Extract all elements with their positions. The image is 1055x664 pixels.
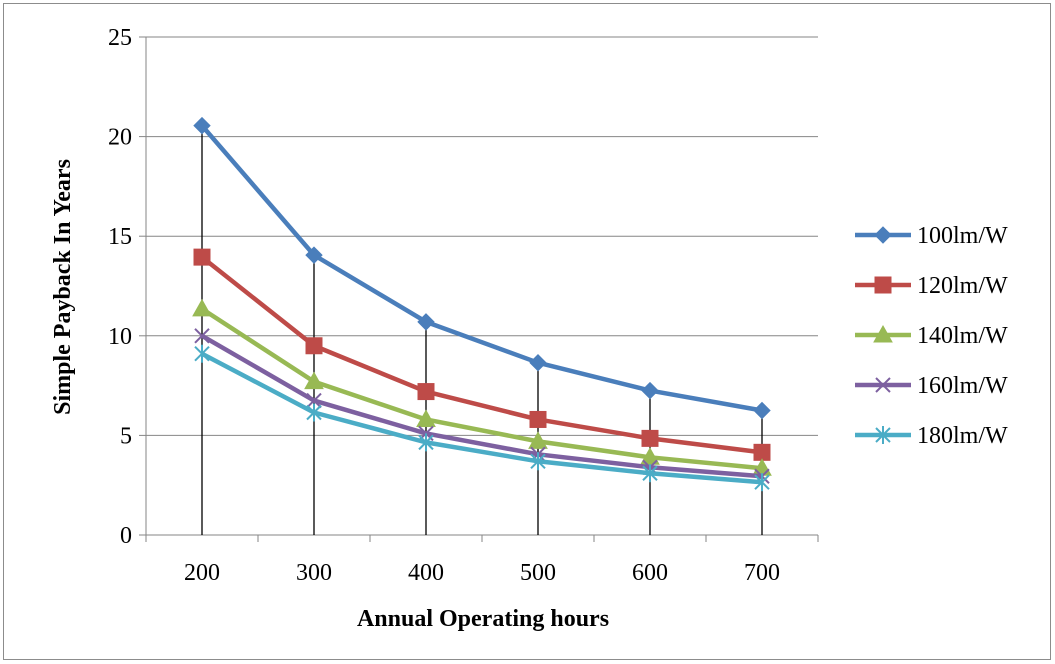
data-point: [192, 298, 212, 317]
tick-labels: 0 5 10 15 20 25 200 300 400 500 600 700: [108, 25, 780, 586]
legend-marker: [875, 426, 891, 444]
legend-marker: [873, 324, 893, 343]
y-tick-label: 5: [120, 423, 132, 449]
legend-label: 100lm/W: [917, 223, 1008, 249]
data-point: [642, 464, 658, 483]
marker-stroke: [306, 392, 322, 409]
data-point: [194, 328, 210, 344]
series-140lm/W: [192, 298, 772, 476]
y-tick-label: 20: [108, 125, 132, 151]
legend-label: 180lm/W: [917, 423, 1008, 449]
series-group: [192, 116, 772, 492]
y-tick-label: 25: [108, 25, 132, 51]
data-point: [194, 344, 210, 363]
series-line: [200, 351, 763, 485]
legend: 100lm/W 120lm/W 140lm/W 160lm/W 180lm/W: [855, 223, 1008, 449]
legend-item: 100lm/W: [855, 223, 1008, 249]
data-point: [641, 429, 659, 447]
data-point: [417, 383, 435, 401]
chart-frame: [3, 3, 1051, 660]
series-line: [200, 333, 763, 479]
legend-label: 160lm/W: [917, 373, 1008, 399]
legend-item: 160lm/W: [855, 373, 1008, 399]
legend-marker: [874, 226, 892, 244]
x-tick-label: 600: [632, 560, 668, 586]
data-point: [417, 313, 435, 331]
series-180lm/W: [194, 344, 770, 492]
data-point: [754, 473, 770, 492]
data-point: [753, 443, 771, 461]
data-point: [529, 410, 547, 428]
data-point: [305, 337, 323, 355]
data-point: [753, 401, 771, 420]
data-point: [416, 409, 436, 427]
y-tick-label: 0: [120, 523, 132, 549]
marker-stroke: [194, 328, 210, 344]
x-tick-label: 400: [408, 560, 444, 586]
marker-stroke: [875, 377, 891, 393]
data-point: [193, 116, 211, 135]
legend-label: 140lm/W: [917, 323, 1008, 349]
series-line: [200, 255, 763, 455]
legend-item: 140lm/W: [855, 323, 1008, 349]
y-tick-label: 15: [108, 224, 132, 250]
x-axis-title: Annual Operating hours: [357, 606, 609, 632]
data-point: [304, 371, 324, 390]
gridlines: [146, 36, 818, 436]
data-point: [528, 431, 548, 449]
data-point: [530, 452, 546, 471]
data-point: [306, 403, 322, 422]
legend-label: 120lm/W: [917, 273, 1008, 299]
x-tick-label: 700: [744, 560, 780, 586]
series-120lm/W: [193, 248, 771, 461]
y-axis-title: Simple Payback In Years: [50, 159, 76, 415]
data-point: [306, 392, 322, 409]
x-tick-label: 500: [520, 560, 556, 586]
legend-marker: [875, 377, 891, 393]
legend-item: 180lm/W: [855, 423, 1008, 449]
data-point: [305, 246, 323, 264]
y-tick-label: 10: [108, 324, 132, 350]
series-line: [200, 124, 763, 413]
legend-item: 120lm/W: [855, 273, 1008, 299]
data-point: [641, 381, 659, 400]
legend-marker: [874, 276, 892, 294]
x-tick-label: 200: [184, 560, 220, 586]
data-point: [193, 248, 211, 266]
series-line: [200, 307, 763, 471]
data-point: [418, 433, 434, 452]
axes: [139, 36, 819, 542]
series-100lm/W: [193, 116, 771, 420]
x-tick-label: 300: [296, 560, 332, 586]
data-point: [529, 353, 547, 372]
